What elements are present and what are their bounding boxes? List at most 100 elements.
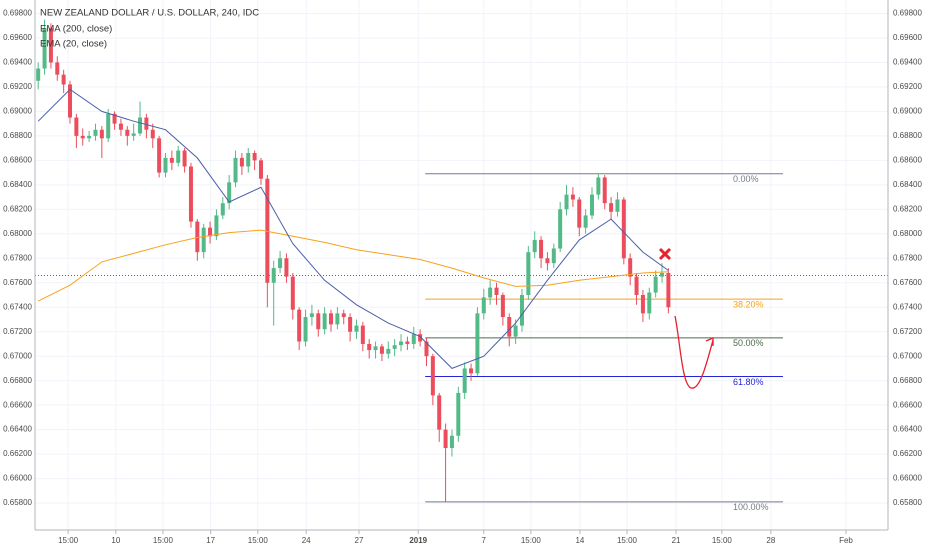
candle-body [316, 313, 321, 330]
x-tick-label: 10 [111, 536, 120, 545]
candle-body [386, 348, 391, 354]
candle-body [157, 138, 162, 173]
fib-label: 61.80% [733, 377, 764, 387]
x-tick-label: 2019 [409, 536, 427, 545]
candle-body [653, 276, 658, 293]
candle-body [373, 346, 378, 351]
fib-label: 100.00% [733, 502, 769, 512]
candle-body [418, 334, 423, 342]
candle-body [322, 313, 327, 330]
candle-body [303, 317, 308, 342]
candle-body [214, 215, 219, 237]
y-tick-label: 0.69000 [3, 106, 32, 115]
y-tick-label: 0.67000 [893, 351, 922, 360]
y-tick-label: 0.68000 [893, 229, 922, 238]
cross-marker [658, 247, 672, 261]
legend-entry: EMA (200, close) [40, 24, 112, 35]
candle-body [589, 194, 594, 216]
y-tick-label: 0.69800 [3, 9, 32, 18]
candle-body [526, 252, 531, 295]
candle-body [399, 341, 404, 346]
x-tick-label: 24 [302, 536, 311, 545]
moving-average [37, 88, 669, 369]
candle-body [195, 221, 200, 253]
candle-body [532, 239, 537, 253]
candle-body [309, 313, 314, 318]
y-tick-label: 0.66200 [3, 449, 32, 458]
candle-body [469, 368, 474, 374]
candle-body [519, 294, 524, 326]
candle-body [106, 113, 111, 139]
x-tick-label: 15:00 [153, 536, 174, 545]
legend-entry: EMA (20, close) [40, 39, 107, 50]
candle-body [348, 317, 353, 332]
candle-body [278, 258, 283, 269]
y-tick-label: 0.68800 [3, 131, 32, 140]
candle-body [602, 177, 607, 204]
y-tick-label: 0.66800 [893, 376, 922, 385]
candle-body [265, 178, 270, 283]
candle-body [297, 309, 302, 342]
candle-body [570, 194, 575, 200]
candle-body [666, 272, 671, 308]
candle-body [660, 272, 665, 277]
x-tick-label: 27 [355, 536, 364, 545]
y-tick-label: 0.69000 [893, 106, 922, 115]
y-tick-label: 0.69800 [893, 9, 922, 18]
candle-body [500, 294, 505, 318]
x-tick-label: 15:00 [248, 536, 269, 545]
candle-body [252, 153, 257, 161]
candle-body [176, 150, 181, 163]
axis-labels: 0.69800 0.69800 0.69600 0.69600 0.69400 0.694… [3, 9, 922, 546]
candle-body [227, 182, 232, 204]
y-tick-label: 0.65800 [3, 498, 32, 507]
y-tick-label: 0.66400 [893, 425, 922, 434]
candle-body [494, 287, 499, 295]
y-tick-label: 0.68400 [3, 180, 32, 189]
x-tick-label: 14 [575, 536, 584, 545]
candle-body [87, 135, 92, 139]
candle-body [220, 203, 225, 216]
y-tick-label: 0.68600 [3, 155, 32, 164]
y-tick-label: 0.67400 [893, 302, 922, 311]
y-tick-label: 0.66400 [3, 425, 32, 434]
y-tick-label: 0.68600 [893, 155, 922, 164]
candle-body [42, 28, 47, 69]
candle-body [596, 177, 601, 195]
candle-body [558, 209, 563, 249]
y-tick-label: 0.69200 [3, 82, 32, 91]
candle-body [118, 123, 123, 130]
x-tick-label: Feb [839, 536, 853, 545]
candle-body [360, 325, 365, 344]
candle-body [621, 199, 626, 259]
cross-stroke [658, 247, 672, 261]
candle-body [437, 395, 442, 430]
candle-body [564, 194, 569, 210]
candle-body [513, 325, 518, 337]
y-tick-label: 0.68200 [3, 204, 32, 213]
x-tick-label: 17 [206, 536, 215, 545]
candle-body [125, 129, 130, 136]
candle-body [647, 292, 652, 314]
candle-body [335, 313, 340, 325]
candle-body [290, 276, 295, 310]
y-tick-label: 0.66600 [3, 400, 32, 409]
candle-body [354, 325, 359, 332]
y-tick-label: 0.66800 [3, 376, 32, 385]
candle-body [169, 157, 174, 163]
x-tick-label: 28 [766, 536, 775, 545]
candle-body [258, 160, 263, 179]
candle-body [68, 84, 73, 118]
candle-body [208, 227, 213, 237]
candle-body [246, 153, 251, 167]
candle-body [481, 297, 486, 314]
x-tick-label: 15:00 [521, 536, 542, 545]
x-tick-label: 15:00 [617, 536, 638, 545]
x-tick-label: 21 [672, 536, 681, 545]
candle-body [329, 313, 334, 325]
y-tick-label: 0.68200 [893, 204, 922, 213]
candle-body [163, 157, 168, 173]
fib-label: 0.00% [733, 174, 759, 184]
candle-body [411, 334, 416, 344]
